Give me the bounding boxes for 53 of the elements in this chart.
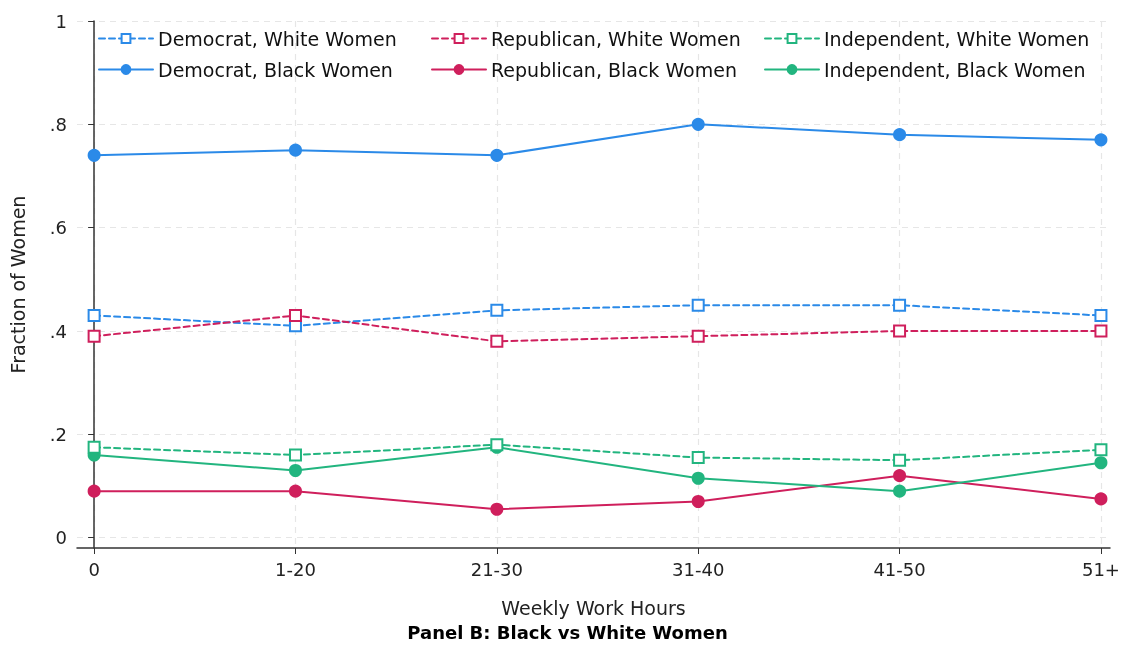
x-tick-label: 0 [88, 558, 100, 580]
x-tick-label: 41-50 [873, 558, 926, 580]
point [691, 329, 705, 343]
point [87, 484, 101, 498]
point [893, 484, 907, 498]
y-tick-label: .6 [49, 217, 67, 239]
y-tick-label: .8 [49, 113, 67, 135]
legend-label: Democrat, White Women [158, 27, 397, 50]
point [490, 334, 504, 348]
point [1094, 492, 1108, 506]
point [87, 309, 101, 322]
legend-label: Republican, Black Women [491, 58, 737, 81]
point [691, 117, 705, 131]
legend-label: Republican, White Women [491, 27, 741, 50]
point [691, 471, 705, 485]
point [893, 324, 907, 338]
point [1094, 133, 1108, 147]
point [691, 298, 705, 312]
point [490, 303, 504, 317]
point [691, 451, 705, 465]
point [490, 502, 504, 516]
y-tick-label: 0 [55, 527, 67, 549]
point [490, 148, 504, 162]
point [87, 148, 101, 162]
legend-label: Democrat, Black Women [158, 58, 393, 81]
point [893, 128, 907, 142]
point [893, 298, 907, 312]
point [1094, 309, 1108, 322]
point [1094, 443, 1108, 457]
y-tick-label: 1 [55, 10, 67, 32]
point [1094, 456, 1108, 470]
y-tick-label: .4 [49, 320, 67, 342]
y-axis-title: Fraction of Women [6, 195, 29, 374]
y-tick-label: .2 [49, 423, 67, 445]
x-tick-label: 21-30 [470, 558, 523, 580]
x-axis-title: Weekly Work Hours [501, 596, 686, 619]
point [288, 464, 302, 477]
point [893, 453, 907, 467]
legend-label: Independent, Black Women [824, 58, 1086, 81]
x-tick-label: 1-20 [275, 558, 316, 580]
point [1094, 324, 1108, 338]
x-tick-label: 31-40 [672, 558, 725, 580]
point [87, 440, 101, 454]
point [288, 143, 302, 157]
point [691, 495, 705, 508]
point [87, 329, 101, 343]
text: Panel B: Black vs White Women [407, 621, 728, 643]
point [288, 309, 302, 322]
point [288, 448, 302, 462]
point [893, 469, 907, 483]
x-tick-label: 51+ [1081, 558, 1120, 580]
point [288, 484, 302, 498]
legend-label: Independent, White Women [824, 27, 1090, 50]
